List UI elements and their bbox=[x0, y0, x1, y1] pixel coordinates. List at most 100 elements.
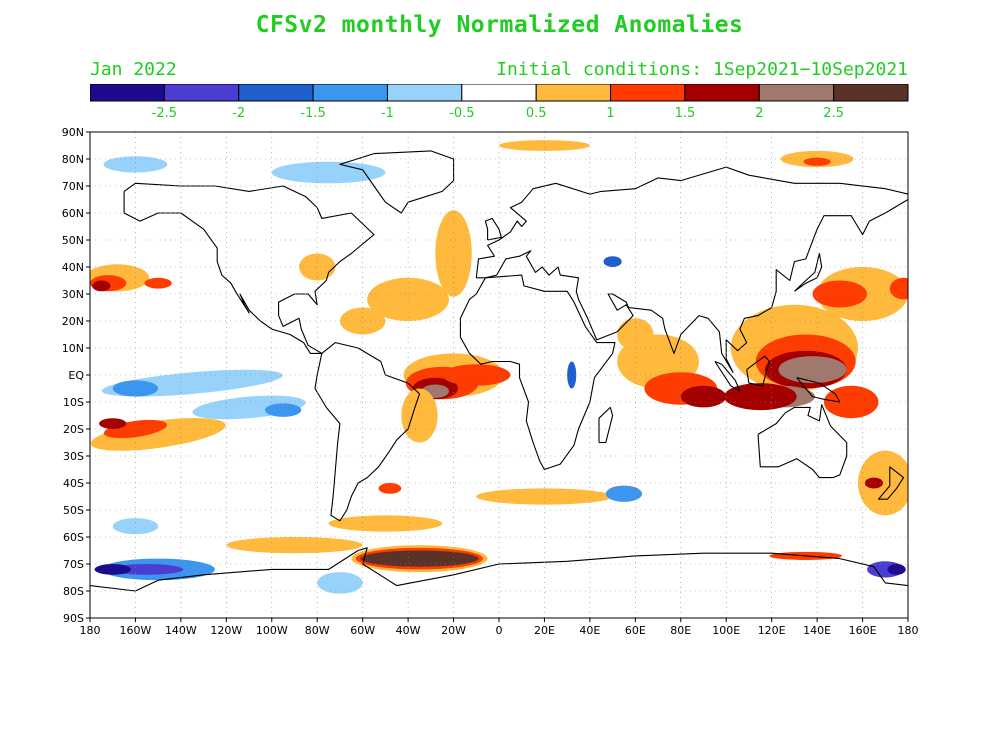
lat-label: 90N bbox=[62, 126, 84, 139]
anomaly-contour bbox=[264, 403, 302, 417]
anomaly-contour bbox=[110, 564, 184, 575]
forecast-month: Jan 2022 bbox=[90, 59, 177, 80]
anomaly-contour bbox=[864, 477, 884, 489]
anomaly-contour bbox=[823, 385, 879, 419]
grid-lines bbox=[90, 132, 908, 618]
anomaly-contour bbox=[328, 515, 443, 532]
colorbar-label: 0.5 bbox=[526, 106, 547, 121]
lon-label: 160E bbox=[849, 624, 877, 637]
coastline bbox=[598, 406, 614, 444]
lon-label: 40E bbox=[579, 624, 600, 637]
lon-label: 180 bbox=[80, 624, 101, 637]
coastline bbox=[90, 547, 908, 592]
colorbar-label: 2.5 bbox=[823, 106, 844, 121]
anomaly-contour bbox=[90, 418, 226, 451]
lat-label: 80N bbox=[62, 153, 84, 166]
coastline bbox=[339, 150, 455, 214]
anomaly-contour bbox=[92, 280, 111, 292]
coastline bbox=[877, 466, 905, 500]
lon-label: 20E bbox=[534, 624, 555, 637]
coastline bbox=[314, 342, 421, 522]
lon-label: 60W bbox=[350, 624, 375, 637]
coastline bbox=[475, 166, 908, 373]
lat-label: 40N bbox=[62, 261, 84, 274]
lat-label: 70S bbox=[63, 558, 84, 571]
anomaly-contour bbox=[144, 277, 172, 289]
coastline bbox=[123, 182, 375, 354]
lat-label: 10S bbox=[63, 396, 84, 409]
colorbar-swatch bbox=[833, 84, 909, 102]
anomaly-contour bbox=[617, 318, 654, 351]
coastline bbox=[757, 404, 848, 479]
anomaly-contour bbox=[603, 256, 622, 267]
lat-label: 10N bbox=[62, 342, 84, 355]
chart-title: CFSv2 monthly Normalized Anomalies bbox=[255, 12, 744, 38]
lon-label: 80W bbox=[305, 624, 330, 637]
lat-label: EQ bbox=[68, 369, 84, 382]
anomaly-contour bbox=[680, 385, 727, 408]
anomaly-contour bbox=[226, 537, 363, 554]
anomaly-contour bbox=[112, 380, 159, 397]
anomaly-contour bbox=[99, 418, 127, 429]
anomaly-shading bbox=[90, 140, 908, 594]
lon-label: 100E bbox=[712, 624, 740, 637]
lon-label: 40W bbox=[396, 624, 421, 637]
coastline bbox=[484, 217, 502, 241]
initial-conditions: Initial conditions: 1Sep2021−10Sep2021 bbox=[496, 59, 908, 80]
anomaly-contour bbox=[605, 485, 643, 502]
lat-label: 80S bbox=[63, 585, 84, 598]
lon-label: 180 bbox=[898, 624, 919, 637]
anomaly-contour bbox=[112, 518, 159, 535]
colorbar-label: -2 bbox=[232, 106, 245, 121]
anomaly-contour bbox=[317, 572, 363, 594]
colorbar-label: 1 bbox=[606, 106, 614, 121]
lon-label: 20W bbox=[441, 624, 466, 637]
lon-label: 160W bbox=[120, 624, 152, 637]
anomaly-contour bbox=[812, 280, 868, 308]
anomaly-contour bbox=[889, 277, 908, 300]
lat-label: 20N bbox=[62, 315, 84, 328]
colorbar-label: -0.5 bbox=[449, 106, 474, 121]
anomaly-contour bbox=[94, 564, 131, 575]
anomaly-contour bbox=[360, 550, 479, 567]
lat-label: 50N bbox=[62, 234, 84, 247]
anomaly-contour bbox=[723, 383, 797, 411]
anomaly-contour bbox=[378, 483, 402, 494]
anomaly-contour bbox=[339, 307, 386, 335]
anomaly-contour bbox=[271, 161, 386, 184]
coastline bbox=[794, 252, 823, 292]
anomaly-contour bbox=[803, 157, 831, 166]
anomaly-contour bbox=[499, 140, 590, 151]
lat-label: 40S bbox=[63, 477, 84, 490]
anomaly-contour bbox=[858, 450, 908, 516]
lat-label: 20S bbox=[63, 423, 84, 436]
latitude-labels: 90N 80N 70N 60N 50N 40N 30N 20N 10N EQ 10S 20S 30S 40… bbox=[62, 126, 90, 625]
lon-label: 80E bbox=[670, 624, 691, 637]
colorbar-label: 2 bbox=[755, 106, 763, 121]
colorbar-label: -2.5 bbox=[152, 106, 177, 121]
anomaly-contour bbox=[567, 361, 577, 389]
anomaly-contour bbox=[887, 564, 906, 575]
anomaly-contour bbox=[103, 156, 168, 173]
colorbar-label: -1 bbox=[381, 106, 394, 121]
anomaly-contour bbox=[367, 277, 450, 321]
lat-label: 60N bbox=[62, 207, 84, 220]
lat-label: 30S bbox=[63, 450, 84, 463]
anomaly-contour bbox=[778, 356, 847, 384]
lon-label: 60E bbox=[625, 624, 646, 637]
lat-label: 70N bbox=[62, 180, 84, 193]
lat-label: 50S bbox=[63, 504, 84, 517]
colorbar: -2.5 -2 -1.5 -1 -0.5 0.5 1 1.5 2 2.5 bbox=[90, 84, 909, 121]
anomaly-contour bbox=[442, 364, 511, 386]
lat-label: 30N bbox=[62, 288, 84, 301]
lat-label: 90S bbox=[63, 612, 84, 625]
lat-label: 60S bbox=[63, 531, 84, 544]
coastline bbox=[459, 274, 616, 471]
lon-label: 140W bbox=[165, 624, 197, 637]
lon-label: 0 bbox=[496, 624, 503, 637]
anomaly-contour bbox=[435, 210, 472, 297]
coastline bbox=[746, 355, 770, 387]
lon-label: 140E bbox=[803, 624, 831, 637]
lon-label: 100W bbox=[256, 624, 288, 637]
